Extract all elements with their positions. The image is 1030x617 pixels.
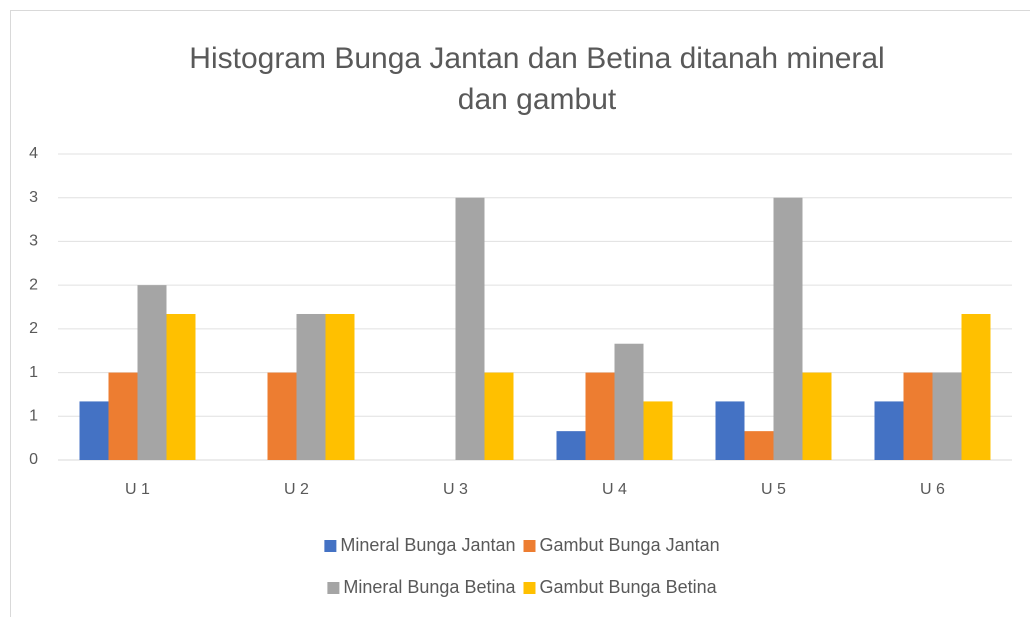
- bar: [267, 372, 297, 460]
- bar: [932, 372, 962, 460]
- bar: [166, 313, 196, 460]
- x-tick-label: U 2: [284, 481, 309, 498]
- y-tick-label: 3: [29, 189, 38, 206]
- bar: [137, 285, 167, 460]
- y-tick-label: 4: [29, 145, 38, 162]
- y-tick-label: 0: [29, 451, 38, 468]
- bar: [744, 431, 774, 460]
- bar: [961, 313, 991, 460]
- bar: [79, 401, 109, 460]
- y-tick-label: 1: [29, 364, 38, 381]
- legend-swatch: [523, 582, 536, 594]
- legend-swatch: [327, 582, 340, 594]
- y-tick-label: 2: [29, 320, 38, 337]
- y-tick-label: 3: [29, 233, 38, 250]
- bar: [643, 401, 673, 460]
- bar: [325, 313, 355, 460]
- chart-title: Histogram Bunga Jantan dan Betina ditana…: [189, 42, 884, 75]
- x-tick-label: U 4: [602, 481, 627, 498]
- x-tick-label: U 5: [761, 481, 786, 498]
- x-tick-label: U 3: [443, 481, 468, 498]
- legend-label: Mineral Bunga Jantan: [340, 535, 515, 555]
- chart-border: [10, 10, 1030, 617]
- x-tick-label: U 6: [920, 481, 945, 498]
- y-tick-label: 2: [29, 276, 38, 293]
- chart-title: dan gambut: [458, 83, 617, 116]
- bar: [802, 372, 832, 460]
- bar: [484, 372, 514, 460]
- x-tick-label: U 1: [125, 481, 150, 498]
- bar: [296, 313, 326, 460]
- legend-label: Mineral Bunga Betina: [343, 577, 516, 597]
- legend-swatch: [324, 540, 337, 552]
- bar: [715, 401, 745, 460]
- bar: [903, 372, 933, 460]
- bar: [108, 372, 138, 460]
- bar: [614, 343, 644, 460]
- bar: [585, 372, 615, 460]
- bar: [773, 197, 803, 460]
- bar: [874, 401, 904, 460]
- y-tick-label: 1: [29, 408, 38, 425]
- legend-label: Gambut Bunga Jantan: [540, 535, 720, 555]
- legend-label: Gambut Bunga Betina: [539, 577, 717, 597]
- bar: [455, 197, 485, 460]
- bar: [556, 431, 586, 460]
- legend-swatch: [523, 540, 536, 552]
